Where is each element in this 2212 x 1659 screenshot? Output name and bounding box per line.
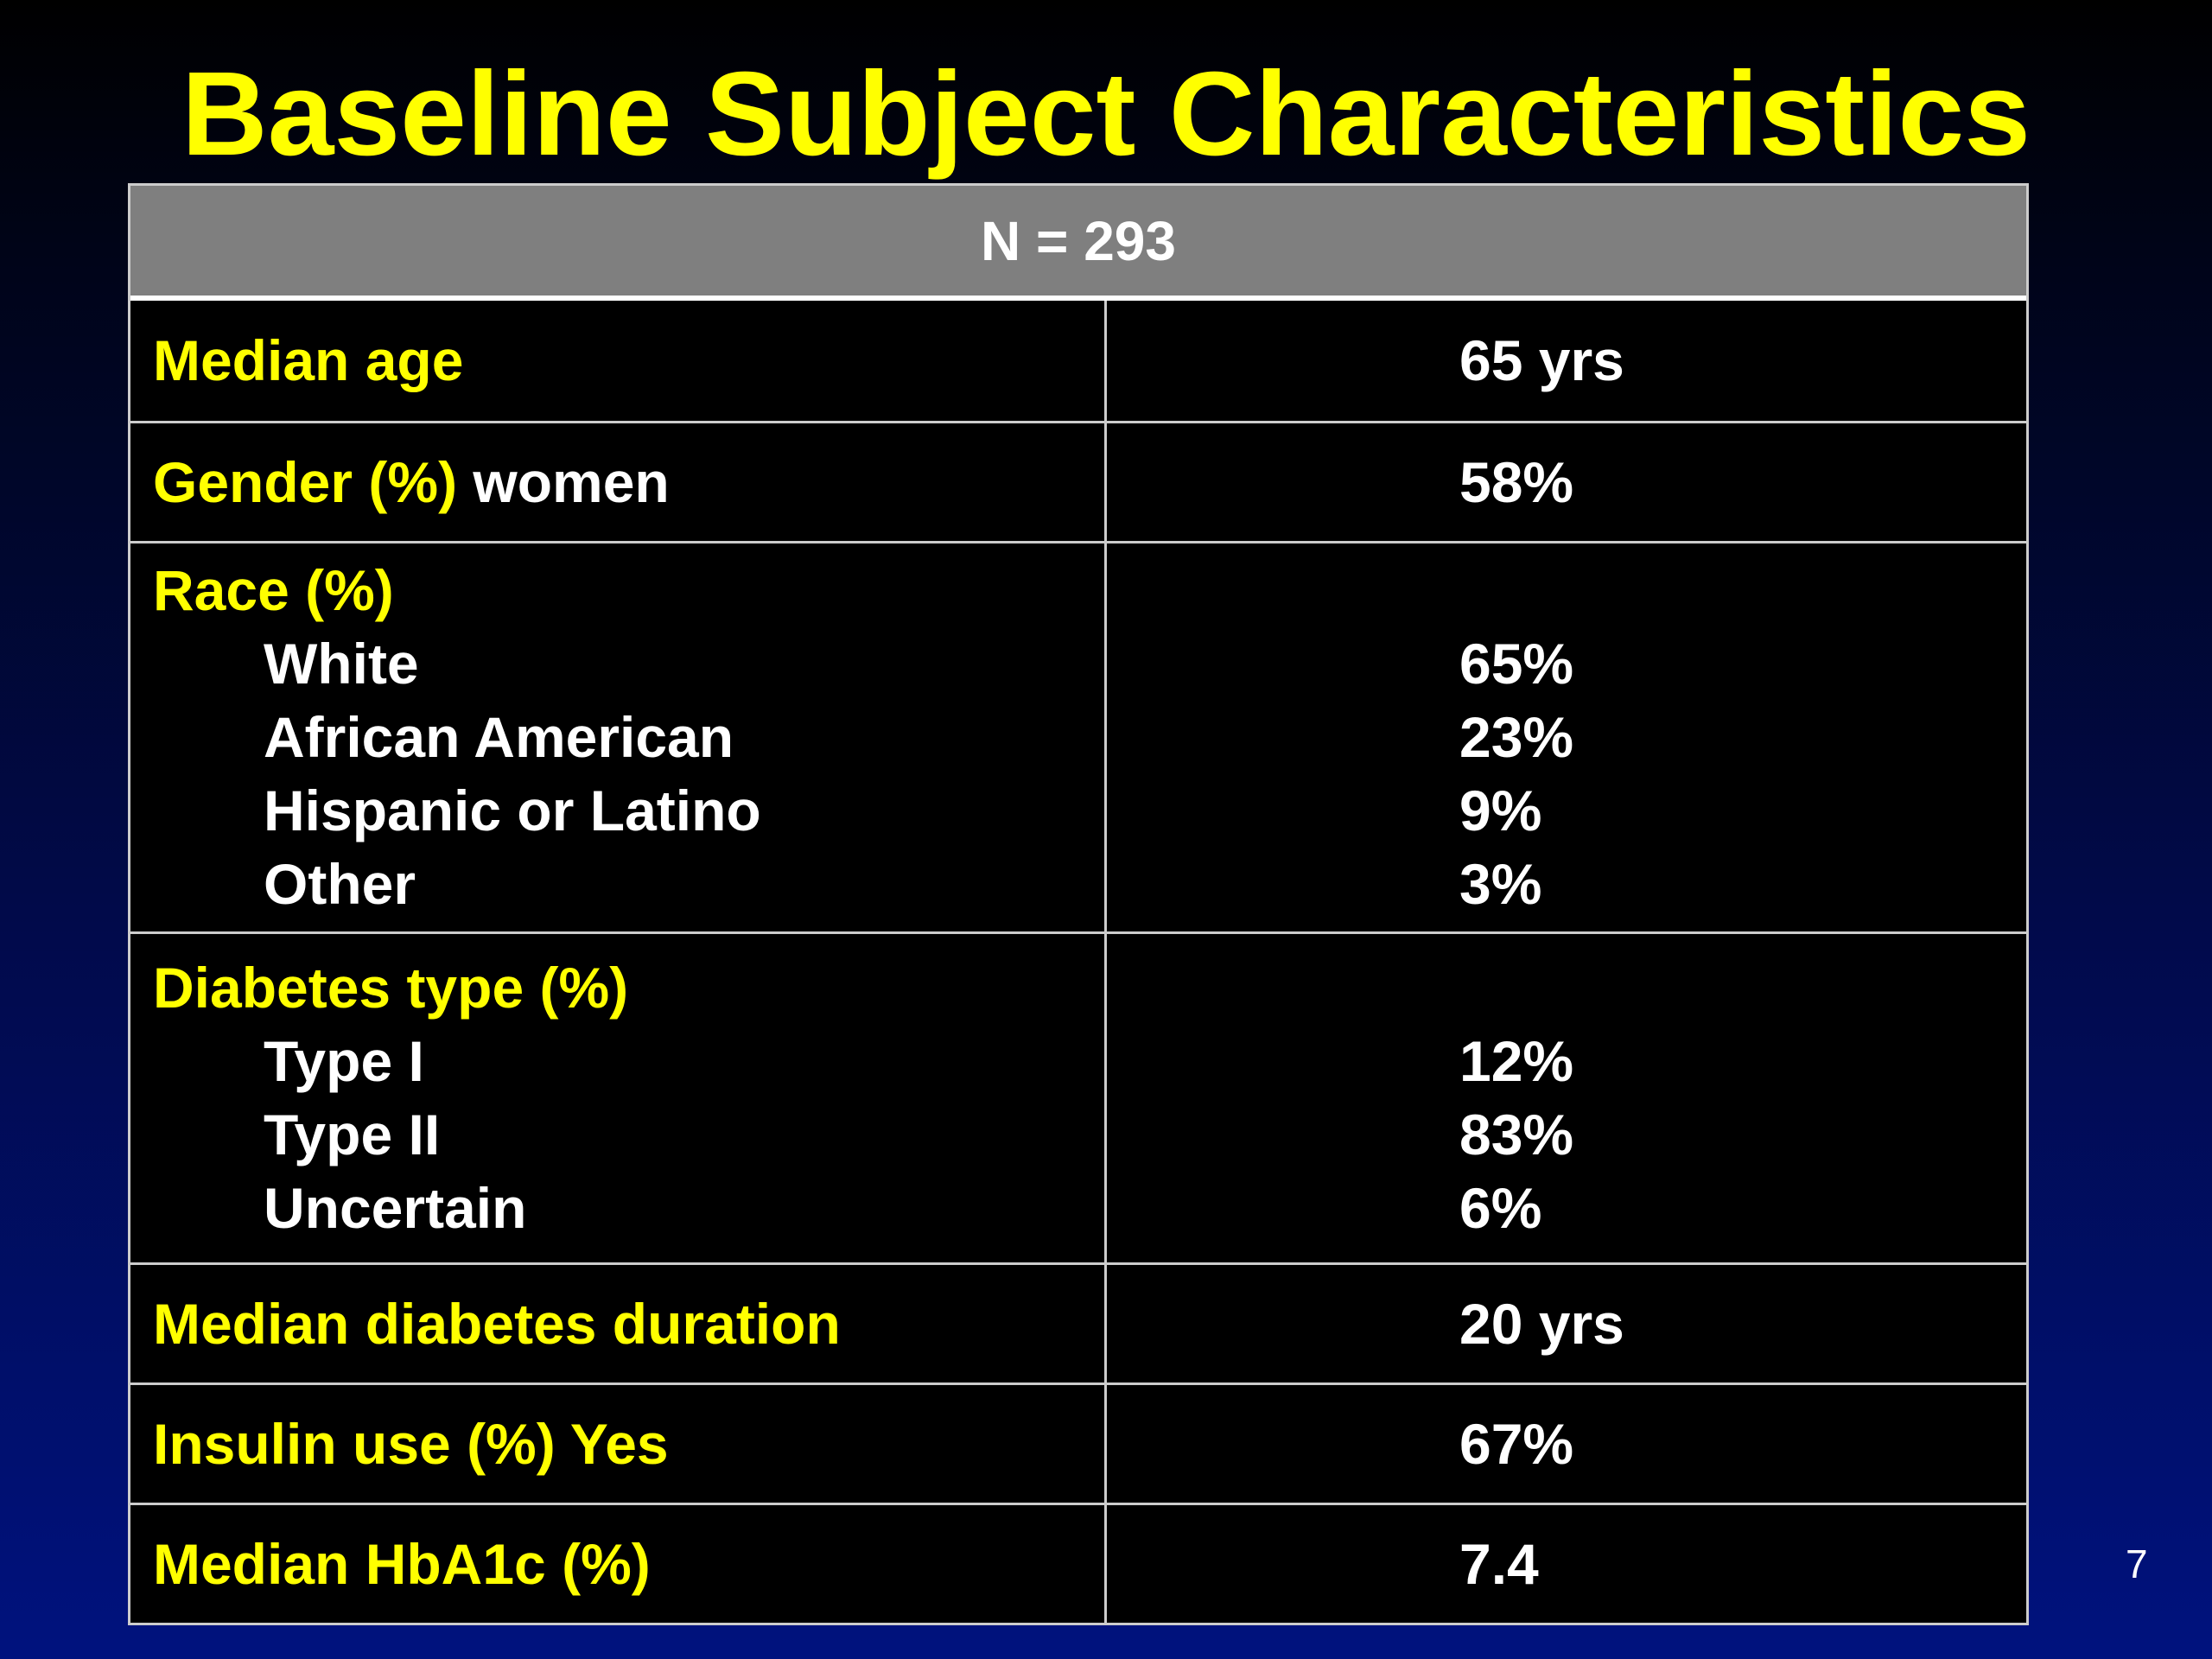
table-row: Diabetes type (%) Type I Type II Uncerta… — [130, 931, 2026, 1262]
row-value-cell: 67% — [1107, 1385, 2026, 1503]
sub-value: 12% — [1459, 1029, 1574, 1093]
row-value: 65 yrs — [1459, 328, 1624, 392]
row-value-cell: 12% 83% 6% — [1107, 934, 2026, 1262]
table-header: N = 293 — [130, 186, 2026, 301]
row-label: Diabetes type (%) — [153, 956, 629, 1020]
table-row: Median HbA1c (%) 7.4 — [130, 1503, 2026, 1623]
table-row: Gender (%) women 58% — [130, 421, 2026, 541]
row-value-cell: 65 yrs — [1107, 301, 2026, 421]
row-value: 58% — [1459, 449, 1574, 514]
row-label-cell: Median age — [130, 301, 1107, 421]
sub-value: 3% — [1459, 852, 1542, 916]
row-value: 67% — [1459, 1411, 1574, 1476]
row-value-cell: 65% 23% 9% 3% — [1107, 543, 2026, 931]
row-label: Median HbA1c (%) — [153, 1531, 651, 1596]
sub-label: Type II — [264, 1103, 441, 1166]
sub-label: White — [264, 632, 419, 696]
row-value-cell: 7.4 — [1107, 1505, 2026, 1623]
sub-label: Uncertain — [264, 1176, 527, 1240]
row-label: Gender (%) — [153, 449, 458, 514]
row-label-suffix: women — [457, 449, 670, 514]
sub-label: African American — [264, 705, 734, 769]
row-label: Median diabetes duration — [153, 1291, 841, 1356]
table-row: Race (%) White African American Hispanic… — [130, 541, 2026, 931]
row-label: Median age — [153, 328, 464, 392]
sub-label: Other — [264, 852, 416, 916]
table-row: Insulin use (%) Yes 67% — [130, 1382, 2026, 1503]
row-label-cell: Insulin use (%) Yes — [130, 1385, 1107, 1503]
row-label: Race (%) — [153, 558, 394, 622]
table-row: Median diabetes duration 20 yrs — [130, 1262, 2026, 1382]
row-label-cell: Gender (%) women — [130, 423, 1107, 541]
row-label: Insulin use (%) Yes — [153, 1411, 669, 1476]
sub-value: 65% — [1459, 632, 1574, 696]
sub-value: 83% — [1459, 1103, 1574, 1166]
sub-label: Type I — [264, 1029, 424, 1093]
table-row: Median age 65 yrs — [130, 301, 2026, 421]
row-value-cell: 58% — [1107, 423, 2026, 541]
characteristics-table: N = 293 Median age 65 yrs Gender (%) wom… — [128, 183, 2029, 1625]
sub-value: 6% — [1459, 1176, 1542, 1240]
row-value: 20 yrs — [1459, 1291, 1624, 1356]
row-label-cell: Median diabetes duration — [130, 1265, 1107, 1382]
row-value-cell: 20 yrs — [1107, 1265, 2026, 1382]
sub-value: 23% — [1459, 705, 1574, 769]
row-label-cell: Race (%) White African American Hispanic… — [130, 543, 1107, 931]
sub-label: Hispanic or Latino — [264, 779, 761, 842]
row-value: 7.4 — [1459, 1531, 1539, 1596]
slide-title: Baseline Subject Characteristics — [181, 48, 2031, 181]
page-number: 7 — [2126, 1541, 2148, 1586]
row-label-cell: Diabetes type (%) Type I Type II Uncerta… — [130, 934, 1107, 1262]
row-label-cell: Median HbA1c (%) — [130, 1505, 1107, 1623]
sub-value: 9% — [1459, 779, 1542, 842]
